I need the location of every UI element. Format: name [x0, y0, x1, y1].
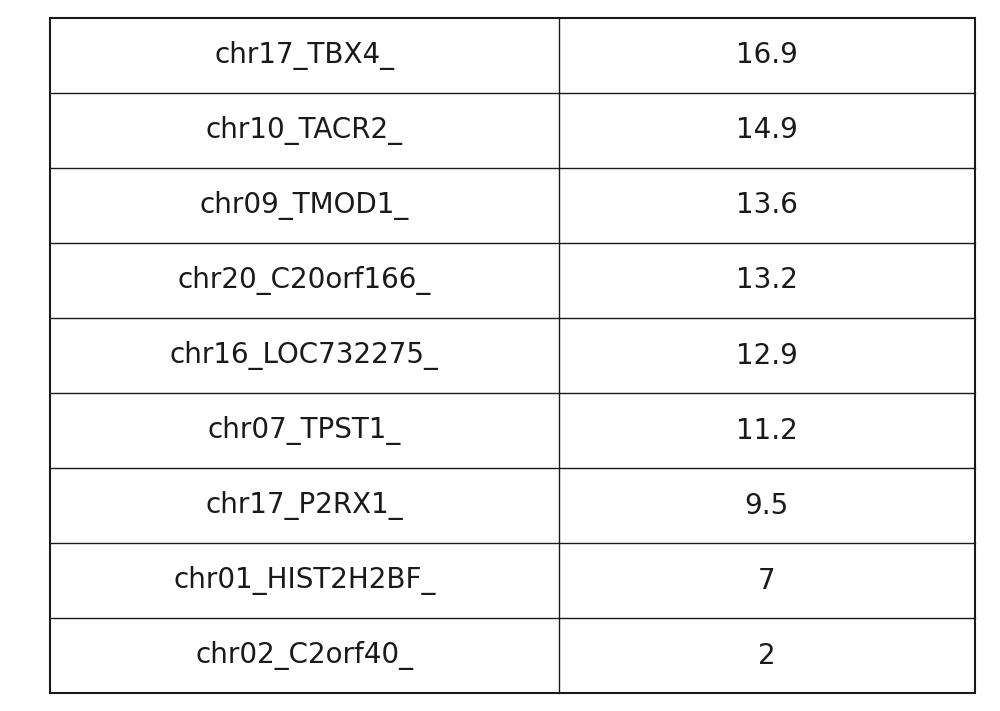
Text: 2: 2: [758, 642, 776, 670]
Text: chr17_P2RX1_: chr17_P2RX1_: [206, 491, 403, 520]
Text: chr16_LOC732275_: chr16_LOC732275_: [170, 341, 439, 370]
Text: 12.9: 12.9: [736, 341, 798, 370]
Text: 16.9: 16.9: [736, 41, 798, 69]
Text: 14.9: 14.9: [736, 117, 798, 144]
Text: 9.5: 9.5: [745, 491, 789, 520]
Text: 7: 7: [758, 567, 776, 594]
Text: chr07_TPST1_: chr07_TPST1_: [208, 416, 401, 445]
Text: chr17_TBX4_: chr17_TBX4_: [214, 41, 394, 70]
Text: chr01_HIST2H2BF_: chr01_HIST2H2BF_: [173, 566, 436, 595]
Text: chr02_C2orf40_: chr02_C2orf40_: [195, 641, 413, 670]
Text: 13.2: 13.2: [736, 267, 798, 294]
Text: chr09_TMOD1_: chr09_TMOD1_: [200, 191, 409, 220]
Text: 13.6: 13.6: [736, 191, 798, 220]
Text: chr10_TACR2_: chr10_TACR2_: [206, 116, 403, 145]
Text: chr20_C20orf166_: chr20_C20orf166_: [178, 266, 431, 295]
Text: 11.2: 11.2: [736, 417, 798, 444]
